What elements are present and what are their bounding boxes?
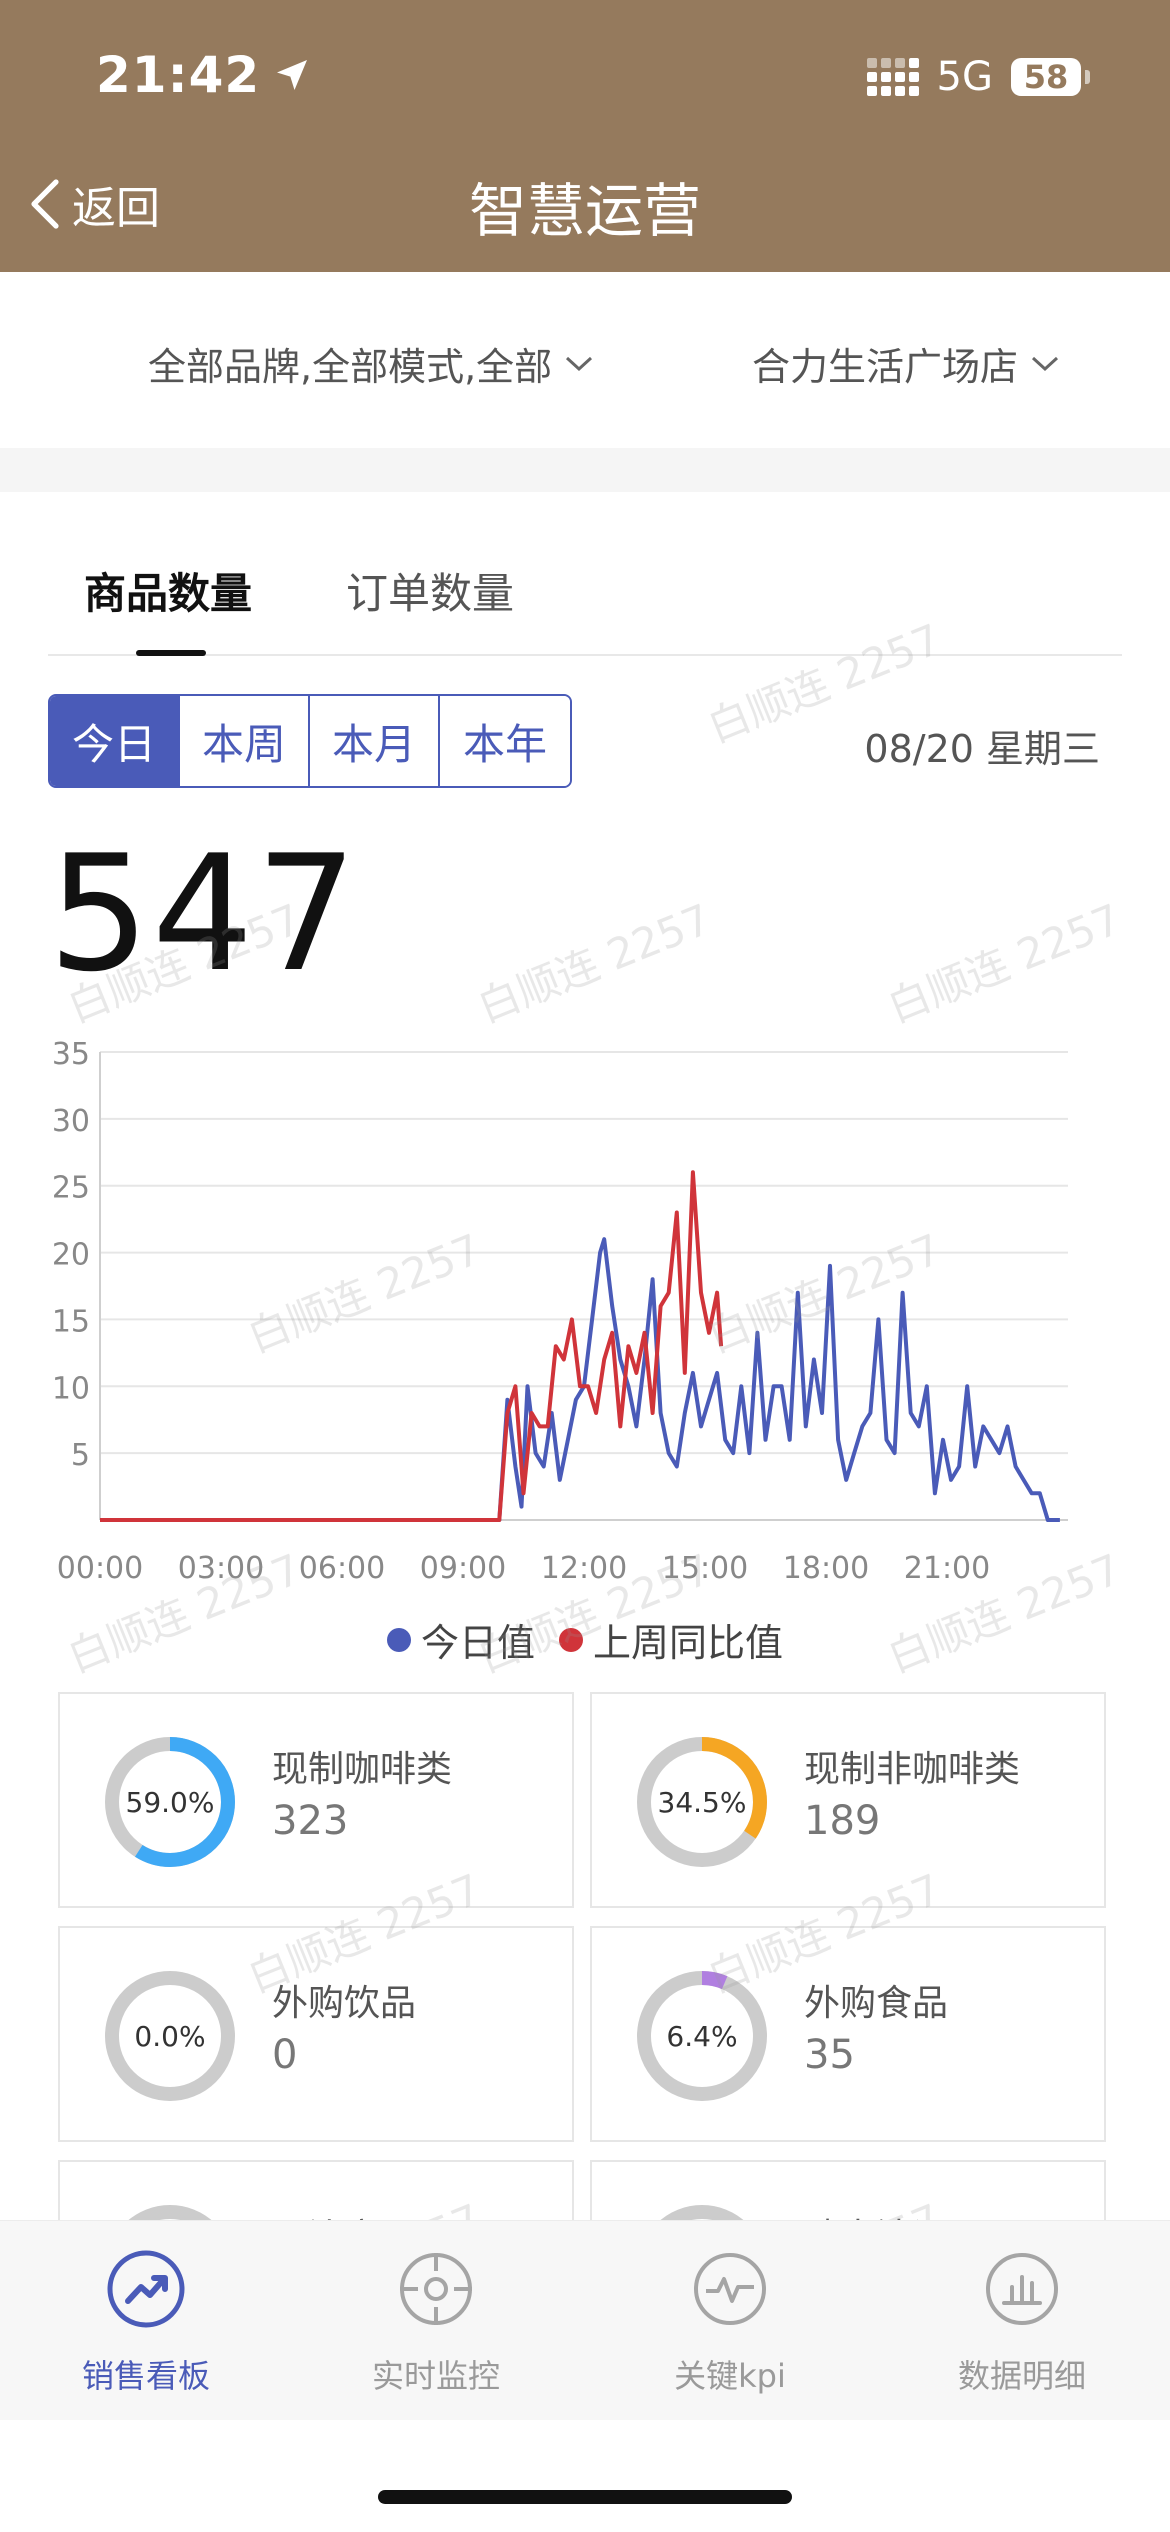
x-tick-label: 15:00 [662, 1551, 748, 1586]
battery-level: 58 [1011, 58, 1081, 96]
donut-ring [105, 1971, 235, 2101]
x-tick-label: 18:00 [783, 1551, 869, 1586]
y-tick-label: 35 [52, 1037, 90, 1072]
location-arrow-icon [277, 60, 308, 90]
category-value: 0 [272, 2032, 298, 2078]
legend-item-last-week[interactable]: 上周同比值 [559, 1612, 783, 1667]
sales-line-chart: 5 10 15 20 25 30 35 00:00 03:00 06:00 09:00 12:00 15… [52, 1037, 1068, 1586]
donut-ring [105, 1737, 235, 1867]
donut-percent: 0.0% [134, 2019, 206, 2053]
trend-chart-icon [107, 2250, 185, 2328]
metric-tabs: 商品数量 订单数量 [48, 492, 1122, 656]
y-tick-label: 20 [52, 1238, 90, 1273]
chart-legend: 今日值 上周同比值 [0, 1612, 1170, 1667]
store-filter-dropdown[interactable]: 合力生活广场店 [752, 336, 1060, 391]
category-card[interactable]: 34.5% 现制非咖啡类 189 [590, 1692, 1106, 1908]
total-count: 547 [48, 820, 360, 1007]
x-tick-label: 00:00 [57, 1551, 143, 1586]
category-value: 35 [804, 2032, 855, 2078]
period-week[interactable]: 本周 [180, 696, 310, 786]
x-tick-label: 03:00 [178, 1551, 264, 1586]
app-header: 21:42 5G 58 返回 智慧运营 [0, 0, 1170, 272]
y-tick-label: 10 [52, 1371, 90, 1406]
x-tick-label: 12:00 [541, 1551, 627, 1586]
legend-dot-last-week [559, 1627, 583, 1652]
nav-key-kpi-label: 关键kpi [674, 2357, 786, 2395]
series-line-today [100, 1237, 1060, 1522]
home-indicator[interactable] [378, 2490, 792, 2504]
chevron-left-icon [31, 179, 59, 229]
y-tick-label: 30 [52, 1104, 90, 1139]
x-tick-label: 06:00 [299, 1551, 385, 1586]
chevron-down-icon [1032, 356, 1059, 371]
legend-dot-today [386, 1627, 411, 1652]
active-tab-indicator [136, 650, 206, 656]
date-label: 08/20 星期三 [864, 727, 1100, 771]
status-indicators: 5G 58 [866, 54, 1090, 100]
bottom-tab-bar: 销售看板 实时监控 关键kpi 数据明细 [0, 2220, 1170, 2420]
category-card[interactable]: 59.0% 现制咖啡类 323 [58, 1692, 574, 1908]
category-title: 外购饮品 [272, 1983, 417, 2024]
category-value: 189 [804, 1798, 881, 1844]
tab-order-count[interactable]: 订单数量 [346, 569, 515, 618]
tab-product-count[interactable]: 商品数量 [84, 569, 253, 618]
y-tick-label: 5 [71, 1438, 90, 1473]
category-value: 323 [272, 1798, 349, 1844]
bar-chart-icon [986, 2253, 1058, 2325]
nav-data-detail-label: 数据明细 [957, 2357, 1086, 2395]
period-segment: 今日 本周 本月 本年 [48, 694, 572, 788]
network-label: 5G [936, 54, 993, 100]
x-tick-label: 21:00 [904, 1551, 990, 1586]
nav-data-detail[interactable]: 数据明细 [912, 2249, 1132, 2397]
time-text: 21:42 [96, 46, 261, 104]
y-tick-label: 15 [52, 1304, 90, 1339]
period-today[interactable]: 今日 [50, 696, 180, 786]
category-title: 现制非咖啡类 [804, 1749, 1021, 1790]
pulse-icon [694, 2253, 766, 2325]
status-time: 21:42 [96, 46, 312, 104]
donut-ring [637, 1737, 767, 1867]
section-divider [0, 448, 1170, 492]
period-month[interactable]: 本月 [310, 696, 440, 786]
legend-item-today[interactable]: 今日值 [386, 1612, 535, 1667]
nav-realtime-monitor[interactable]: 实时监控 [326, 2249, 546, 2397]
category-card[interactable]: 6.4% 外购食品 35 [590, 1926, 1106, 2142]
nav-realtime-monitor-label: 实时监控 [371, 2357, 500, 2395]
legend-label-last-week: 上周同比值 [593, 1621, 784, 1665]
watermark: 白顺连 2257 [880, 894, 1128, 1033]
y-tick-label: 25 [52, 1171, 90, 1206]
nav-sales-board-label: 销售看板 [81, 2357, 210, 2395]
watermark: 白顺连 2257 [470, 894, 718, 1033]
category-card[interactable]: 0.0% 外购饮品 0 [58, 1926, 574, 2142]
donut-percent: 59.0% [125, 1785, 215, 1819]
category-title: 现制咖啡类 [272, 1749, 453, 1790]
brand-filter-dropdown[interactable]: 全部品牌,全部模式,全部 [148, 336, 594, 391]
nav-key-kpi[interactable]: 关键kpi [620, 2249, 840, 2397]
back-button[interactable]: 返回 [28, 172, 160, 236]
chevron-down-icon [566, 356, 593, 371]
signal-icon [866, 58, 919, 96]
series-line-last-week [100, 1170, 724, 1522]
period-year[interactable]: 本年 [440, 696, 570, 786]
donut-percent: 6.4% [666, 2019, 738, 2053]
donut-percent: 34.5% [657, 1785, 747, 1819]
x-tick-label: 09:00 [420, 1551, 506, 1586]
page-title: 智慧运营 [468, 177, 701, 245]
target-icon [400, 2253, 472, 2325]
brand-filter-label: 全部品牌,全部模式,全部 [148, 345, 553, 389]
store-filter-label: 合力生活广场店 [752, 345, 1019, 389]
nav-sales-board[interactable]: 销售看板 [36, 2249, 256, 2397]
legend-label-today: 今日值 [420, 1621, 535, 1665]
category-title: 外购食品 [804, 1983, 949, 2024]
battery-icon: 58 [1011, 58, 1090, 96]
back-label: 返回 [72, 183, 160, 234]
donut-ring [637, 1971, 767, 2101]
filter-bar: 全部品牌,全部模式,全部 合力生活广场店 [0, 272, 1170, 448]
